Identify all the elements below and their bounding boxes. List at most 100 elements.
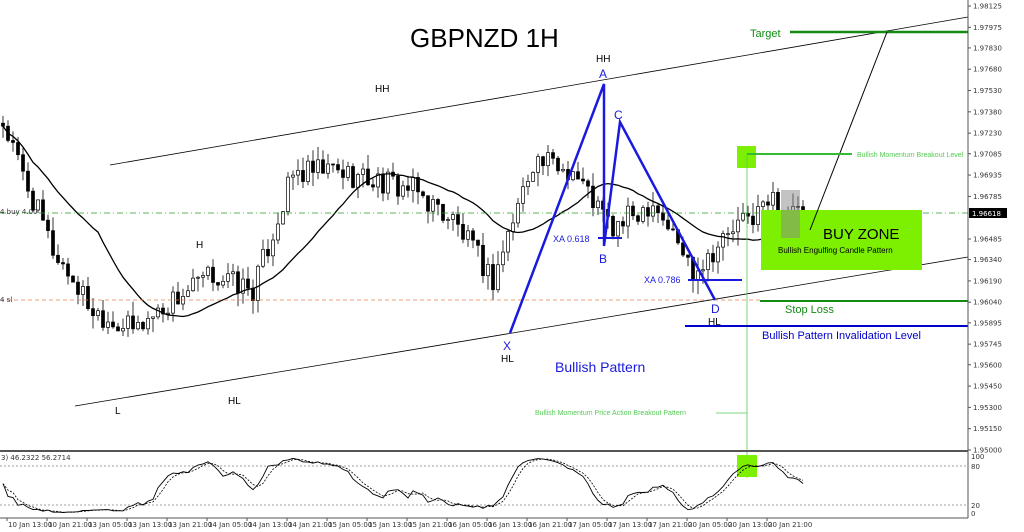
candle-bullish xyxy=(206,266,210,276)
candle-bearish xyxy=(746,213,750,217)
time-tick-label: 13 Jan 21:00 xyxy=(168,521,212,529)
candle-bullish xyxy=(346,166,350,178)
candle-bearish xyxy=(141,322,145,330)
candle-bearish xyxy=(61,262,65,265)
time-tick-label: 20 Jan 13:00 xyxy=(728,521,772,529)
candle-bullish xyxy=(156,307,160,318)
candles-layer xyxy=(1,115,805,337)
price-tick-label: 1.95300 xyxy=(973,404,1002,412)
candle-bearish xyxy=(421,191,425,197)
osc-tick-0: 0 xyxy=(971,510,975,518)
price-tick-label: 1.95600 xyxy=(973,361,1002,369)
swing-hh-label: HH xyxy=(596,54,610,65)
candle-bullish xyxy=(231,271,235,275)
candle-bullish xyxy=(571,171,575,181)
price-tick-label: 1.95000 xyxy=(973,447,1002,455)
swing-hl-label: HL xyxy=(708,317,721,328)
candle-bullish xyxy=(761,201,765,207)
candle-bearish xyxy=(556,157,560,172)
candle-bullish xyxy=(716,246,720,263)
candle-bearish xyxy=(16,142,20,156)
candle-bullish xyxy=(546,152,550,167)
candle-bullish xyxy=(526,181,530,188)
candle-bearish xyxy=(661,212,665,221)
breakout-candle-highlight xyxy=(737,146,756,168)
candle-bearish xyxy=(711,253,715,263)
candle-bearish xyxy=(491,264,495,291)
price-action-breakout-label: Bullish Momentum Price Action Breakout P… xyxy=(535,410,686,417)
candle-bullish xyxy=(241,278,245,294)
candle-bullish xyxy=(411,177,415,191)
candle-bullish xyxy=(521,186,525,204)
candle-bearish xyxy=(456,214,460,225)
candle-bearish xyxy=(381,173,385,194)
candle-bearish xyxy=(46,219,50,232)
candle-bullish xyxy=(316,159,320,173)
buy-zone-label: BUY ZONE xyxy=(823,226,899,243)
candle-bearish xyxy=(211,266,215,283)
candle-bullish xyxy=(451,214,455,220)
price-axis: 1.98125 1.97975 1.97830 1.97680 1.97530 1.973… xyxy=(968,3,1002,455)
candle-bearish xyxy=(66,263,70,277)
bullish-pattern-label: Bullish Pattern xyxy=(555,359,645,375)
point-d-label: D xyxy=(711,302,720,316)
candle-bearish xyxy=(581,178,585,182)
candle-bullish xyxy=(616,221,620,237)
buy-order-label: 4 buy 4.00 xyxy=(0,208,38,216)
candle-bearish xyxy=(131,315,135,330)
candle-bullish xyxy=(596,200,600,208)
candle-bearish xyxy=(586,180,590,187)
candle-bearish xyxy=(21,154,25,172)
candle-bullish xyxy=(281,211,285,225)
candle-bearish xyxy=(216,282,220,286)
price-tick-label: 1.97085 xyxy=(973,150,1002,158)
candle-bullish xyxy=(261,249,265,267)
price-tick-label: 1.96785 xyxy=(973,193,1002,201)
candle-bullish xyxy=(376,173,380,188)
candle-bullish xyxy=(291,174,295,178)
candle-bullish xyxy=(706,253,710,271)
candle-bearish xyxy=(631,205,635,217)
time-tick-label: 16 Jan 21:00 xyxy=(528,521,572,529)
candle-bearish xyxy=(116,326,120,332)
time-tick-label: 16 Jan 13:00 xyxy=(488,521,532,529)
candle-bullish xyxy=(756,206,760,225)
candle-bearish xyxy=(76,281,80,295)
price-tick-label: 1.97680 xyxy=(973,66,1002,74)
candle-bearish xyxy=(471,230,475,241)
swing-h-label: H xyxy=(196,240,203,251)
point-c-label: C xyxy=(614,108,623,122)
candle-bullish xyxy=(296,170,300,176)
swing-hl-label: HL xyxy=(501,354,514,365)
candle-bullish xyxy=(151,316,155,319)
candle-bullish xyxy=(466,230,470,240)
time-tick-label: 14 Jan 05:00 xyxy=(208,521,252,529)
candle-bullish xyxy=(121,328,125,332)
candle-bullish xyxy=(226,273,230,282)
candle-bullish xyxy=(771,191,775,206)
oscillator-signal-line xyxy=(2,458,804,513)
candle-bullish xyxy=(306,160,310,182)
osc-tick-100: 100 xyxy=(971,453,984,461)
candle-bullish xyxy=(356,174,360,188)
candle-bullish xyxy=(446,219,450,221)
candle-bullish xyxy=(721,233,725,248)
candle-bearish xyxy=(176,291,180,305)
candle-bearish xyxy=(551,152,555,159)
candle-bullish xyxy=(146,318,150,330)
price-tick-label: 1.96935 xyxy=(973,172,1002,180)
price-tick-label: 1.97380 xyxy=(973,108,1002,116)
price-tick-label: 1.95895 xyxy=(973,319,1002,327)
candle-bearish xyxy=(591,185,595,208)
candle-bearish xyxy=(336,164,340,171)
candle-bullish xyxy=(386,171,390,194)
time-tick-label: 15 Jan 13:00 xyxy=(368,521,412,529)
engulfing-highlight xyxy=(781,190,800,238)
candle-bearish xyxy=(436,199,440,205)
sl-order-label: 4 sl xyxy=(0,296,12,304)
price-tick-label: 1.96190 xyxy=(973,277,1002,285)
time-tick-label: 13 Jan 05:00 xyxy=(88,521,132,529)
candle-bearish xyxy=(666,219,670,230)
